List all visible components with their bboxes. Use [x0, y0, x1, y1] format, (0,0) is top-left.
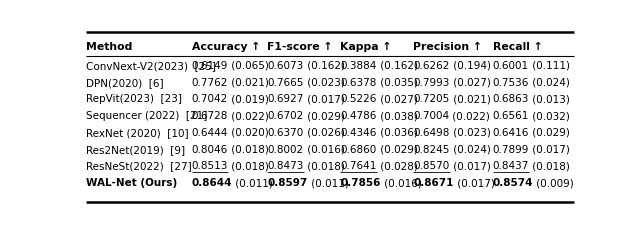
Text: (0.027): (0.027)	[377, 95, 418, 104]
Text: 0.7042: 0.7042	[191, 95, 228, 104]
Text: (0.009): (0.009)	[533, 178, 574, 188]
Text: DPN(2020)  [6]: DPN(2020) [6]	[86, 78, 164, 88]
Text: (0.028): (0.028)	[377, 161, 418, 172]
Text: (0.017): (0.017)	[304, 95, 345, 104]
Text: (0.011): (0.011)	[232, 178, 273, 188]
Text: 0.8473: 0.8473	[268, 161, 304, 172]
Text: 0.5226: 0.5226	[340, 95, 377, 104]
Text: (0.162): (0.162)	[304, 61, 345, 71]
Text: 0.6927: 0.6927	[268, 95, 304, 104]
Text: 0.6370: 0.6370	[268, 128, 304, 138]
Text: 0.6416: 0.6416	[493, 128, 529, 138]
Text: Sequencer (2022)  [21]: Sequencer (2022) [21]	[86, 111, 207, 121]
Text: Method: Method	[86, 42, 132, 52]
Text: (0.022): (0.022)	[228, 111, 269, 121]
Text: 0.6001: 0.6001	[493, 61, 529, 71]
Text: (0.021): (0.021)	[449, 95, 490, 104]
Text: RexNet (2020)  [10]: RexNet (2020) [10]	[86, 128, 189, 138]
Text: 0.7856: 0.7856	[340, 178, 381, 188]
Text: Recall ↑: Recall ↑	[493, 42, 543, 52]
Text: (0.023): (0.023)	[450, 128, 491, 138]
Text: (0.194): (0.194)	[450, 61, 491, 71]
Text: (0.021): (0.021)	[228, 78, 269, 88]
Text: 0.6561: 0.6561	[493, 111, 529, 121]
Text: 0.6498: 0.6498	[413, 128, 450, 138]
Text: (0.020): (0.020)	[228, 128, 269, 138]
Text: (0.016): (0.016)	[381, 178, 422, 188]
Text: 0.6262: 0.6262	[413, 61, 450, 71]
Text: (0.017): (0.017)	[454, 178, 495, 188]
Text: 0.8644: 0.8644	[191, 178, 232, 188]
Text: (0.023): (0.023)	[304, 78, 345, 88]
Text: (0.017): (0.017)	[449, 161, 490, 172]
Text: 0.8437: 0.8437	[493, 161, 529, 172]
Text: 0.4786: 0.4786	[340, 111, 377, 121]
Text: (0.024): (0.024)	[529, 78, 570, 88]
Text: (0.032): (0.032)	[529, 111, 570, 121]
Text: (0.018): (0.018)	[228, 161, 269, 172]
Text: (0.162): (0.162)	[377, 61, 418, 71]
Text: WAL-Net (Ours): WAL-Net (Ours)	[86, 178, 177, 188]
Text: Kappa ↑: Kappa ↑	[340, 42, 392, 52]
Text: 0.7536: 0.7536	[493, 78, 529, 88]
Text: ConvNext-V2(2023)  [25]: ConvNext-V2(2023) [25]	[86, 61, 216, 71]
Text: (0.026): (0.026)	[304, 128, 344, 138]
Text: (0.011): (0.011)	[308, 178, 349, 188]
Text: 0.8245: 0.8245	[413, 145, 450, 155]
Text: ResNeSt(2022)  [27]: ResNeSt(2022) [27]	[86, 161, 192, 172]
Text: (0.065): (0.065)	[228, 61, 269, 71]
Text: 0.8597: 0.8597	[268, 178, 308, 188]
Text: (0.016): (0.016)	[303, 145, 344, 155]
Text: 0.6702: 0.6702	[268, 111, 304, 121]
Text: 0.4346: 0.4346	[340, 128, 377, 138]
Text: 0.7993: 0.7993	[413, 78, 450, 88]
Text: 0.7899: 0.7899	[493, 145, 529, 155]
Text: RepVit(2023)  [23]: RepVit(2023) [23]	[86, 95, 182, 104]
Text: (0.035): (0.035)	[377, 78, 418, 88]
Text: 0.8046: 0.8046	[191, 145, 228, 155]
Text: Res2Net(2019)  [9]: Res2Net(2019) [9]	[86, 145, 185, 155]
Text: (0.018): (0.018)	[304, 161, 345, 172]
Text: 0.7004: 0.7004	[413, 111, 449, 121]
Text: 0.6728: 0.6728	[191, 111, 228, 121]
Text: 0.8671: 0.8671	[413, 178, 454, 188]
Text: F1-score ↑: F1-score ↑	[268, 42, 333, 52]
Text: 0.6863: 0.6863	[493, 95, 529, 104]
Text: 0.6073: 0.6073	[268, 61, 304, 71]
Text: 0.8574: 0.8574	[493, 178, 533, 188]
Text: 0.6444: 0.6444	[191, 128, 228, 138]
Text: 0.6378: 0.6378	[340, 78, 377, 88]
Text: (0.018): (0.018)	[228, 145, 269, 155]
Text: 0.3884: 0.3884	[340, 61, 377, 71]
Text: Accuracy ↑: Accuracy ↑	[191, 42, 260, 52]
Text: (0.029): (0.029)	[377, 145, 417, 155]
Text: (0.022): (0.022)	[449, 111, 490, 121]
Text: 0.7641: 0.7641	[340, 161, 377, 172]
Text: (0.017): (0.017)	[529, 145, 570, 155]
Text: 0.7205: 0.7205	[413, 95, 449, 104]
Text: (0.027): (0.027)	[450, 78, 491, 88]
Text: (0.029): (0.029)	[529, 128, 570, 138]
Text: (0.018): (0.018)	[529, 161, 570, 172]
Text: 0.6860: 0.6860	[340, 145, 377, 155]
Text: 0.7665: 0.7665	[268, 78, 304, 88]
Text: (0.038): (0.038)	[377, 111, 418, 121]
Text: 0.7762: 0.7762	[191, 78, 228, 88]
Text: (0.029): (0.029)	[304, 111, 344, 121]
Text: 0.8513: 0.8513	[191, 161, 228, 172]
Text: (0.019): (0.019)	[228, 95, 269, 104]
Text: (0.024): (0.024)	[450, 145, 491, 155]
Text: 0.6149: 0.6149	[191, 61, 228, 71]
Text: (0.036): (0.036)	[377, 128, 418, 138]
Text: Precision ↑: Precision ↑	[413, 42, 483, 52]
Text: 0.8570: 0.8570	[413, 161, 449, 172]
Text: (0.111): (0.111)	[529, 61, 570, 71]
Text: (0.013): (0.013)	[529, 95, 570, 104]
Text: 0.8002: 0.8002	[268, 145, 303, 155]
